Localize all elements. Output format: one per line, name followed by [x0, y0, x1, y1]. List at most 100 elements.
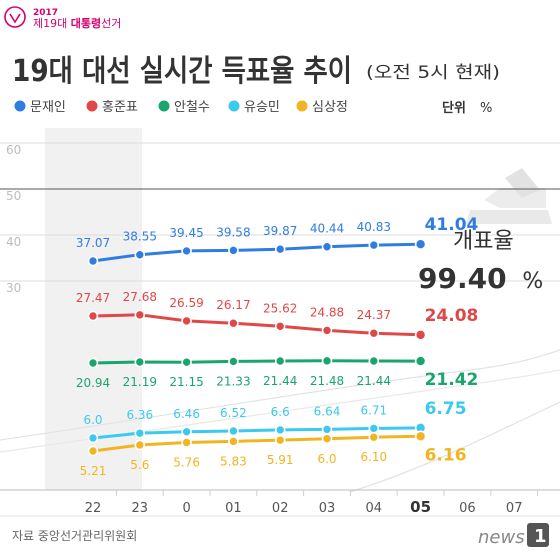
legend-marker: [86, 100, 98, 112]
data-label: 6.16: [425, 445, 467, 465]
data-point: [274, 243, 286, 255]
legend-marker: [228, 100, 240, 112]
series-line: [91, 242, 423, 263]
data-label: 24.08: [425, 306, 479, 326]
series-moon: 37.07 38.55 39.45 39.58 39.87 40.44 40.83 41.04: [76, 215, 479, 267]
legend-item-hong: 홍준표: [86, 100, 138, 115]
legend-item-yoo: 유승민: [228, 100, 280, 115]
data-label: 5.83: [220, 454, 247, 468]
data-label: 21.33: [216, 374, 250, 388]
data-point: [181, 426, 192, 438]
y-tick-label: 60: [6, 143, 21, 157]
x-tick-label: 04: [366, 501, 383, 516]
badge-election-name: 제19대 대통령선거: [33, 16, 121, 30]
data-point: [368, 327, 380, 339]
chart-grid: [0, 142, 560, 282]
legend-item-ahn: 안철수: [158, 100, 210, 115]
data-point: [134, 439, 146, 451]
data-label: 6.10: [360, 450, 387, 464]
data-point: [228, 425, 239, 437]
x-tick-label: 02: [272, 501, 289, 516]
data-label: 21.44: [357, 374, 391, 388]
page-title: 19대 대선 실시간 득표율 추이: [12, 54, 352, 89]
data-label: 21.44: [263, 374, 297, 388]
data-label: 24.37: [357, 308, 391, 322]
brand-name: news: [478, 527, 525, 548]
legend-item-moon: 문재인: [14, 100, 66, 115]
data-label: 27.47: [76, 291, 110, 305]
legend-marker: [296, 100, 308, 112]
highlight-band: [45, 128, 142, 490]
y-tick-label: 50: [6, 189, 21, 203]
data-point: [87, 432, 99, 444]
ballot-box-icon: [466, 168, 552, 224]
data-label: 6.36: [126, 408, 153, 422]
series-hong: 27.47 27.68 26.59 26.17 25.62 24.88 24.37 24.08: [76, 290, 479, 341]
data-label: 6.6: [271, 405, 290, 419]
data-point: [414, 238, 427, 251]
x-tick-label: 22: [85, 501, 102, 516]
badge-year: 2017: [33, 8, 58, 18]
series-line: [91, 359, 423, 365]
data-point: [181, 315, 192, 327]
legend-label: 유승민: [244, 100, 280, 115]
data-point: [321, 241, 333, 253]
news1-logo: news 1: [478, 523, 549, 548]
y-tick-label: 40: [6, 235, 21, 249]
y-tick-label: 30: [6, 281, 21, 295]
data-point: [134, 309, 146, 321]
counting-rate: 99.40 %: [418, 262, 543, 295]
data-point: [87, 445, 99, 457]
data-point: [134, 249, 146, 261]
data-label: 39.58: [216, 225, 250, 239]
data-label: 6.46: [173, 407, 200, 421]
series-sim: 5.21 5.6 5.76 5.83 5.91 6.0 6.10 6.16: [80, 430, 467, 478]
data-point: [321, 433, 333, 445]
election-badge: 2017 제19대 대통령선거: [4, 6, 121, 30]
x-tick-label: 01: [225, 501, 242, 516]
data-label: 6.0: [83, 413, 102, 427]
data-label: 38.55: [123, 230, 157, 244]
data-point: [321, 355, 333, 367]
y-axis: 30 40 50 60: [6, 143, 21, 295]
data-label: 39.87: [263, 224, 297, 238]
data-label: 6.75: [425, 399, 467, 419]
counting-unit: %: [522, 269, 543, 294]
data-point: [228, 317, 239, 329]
data-label: 26.17: [216, 298, 250, 312]
data-label: 24.88: [310, 305, 344, 319]
data-label: 26.59: [169, 296, 203, 310]
page-subtitle: (오전 5시 현재): [366, 63, 500, 83]
data-label: 21.15: [169, 375, 203, 389]
legend-label: 심상정: [312, 100, 348, 115]
data-label: 6.0: [317, 452, 336, 466]
series-yoo: 6.0 6.36 6.46 6.52 6.6 6.64 6.71 6.75: [83, 399, 467, 444]
data-point: [228, 436, 239, 447]
data-label: 6.64: [314, 404, 341, 418]
x-tick-label: 06: [459, 501, 476, 516]
data-point: [134, 356, 146, 368]
data-point: [87, 255, 99, 267]
data-label: 39.45: [169, 226, 203, 240]
data-label: 5.91: [267, 453, 294, 467]
series-ahn: 20.94 21.19 21.15 21.33 21.44 21.48 21.44 21.42: [76, 355, 478, 390]
data-point: [181, 437, 192, 448]
data-point: [274, 424, 286, 436]
x-tick-label: 07: [506, 501, 523, 516]
counting-value: 99.40: [418, 262, 507, 295]
chart-legend: 문재인 홍준표 안철수 유승민 심상정: [14, 100, 348, 115]
data-point: [228, 356, 239, 367]
series-line: [91, 426, 423, 440]
data-label: 6.71: [360, 403, 387, 417]
data-label: 40.44: [310, 222, 344, 236]
legend-label: 안철수: [174, 100, 210, 115]
series-line: [91, 434, 423, 453]
x-tick-label: 23: [132, 501, 149, 516]
wave-line: [349, 401, 560, 493]
unit-symbol: %: [480, 101, 492, 116]
data-point: [414, 430, 427, 443]
badge-prefix: 제19대: [33, 17, 71, 30]
legend-label: 홍준표: [102, 100, 138, 115]
data-label: 20.94: [76, 376, 110, 390]
data-point: [414, 329, 427, 341]
